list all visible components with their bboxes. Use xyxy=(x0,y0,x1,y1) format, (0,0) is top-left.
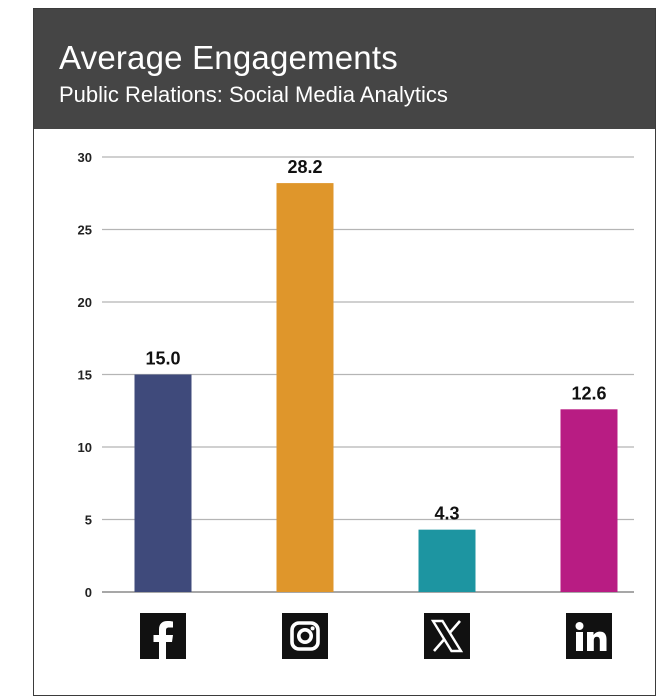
bar-chart: 0 5 10 15 20 25 30 15.0 28.2 4.3 12.6 xyxy=(78,150,634,659)
chart-header: Average Engagements Public Relations: So… xyxy=(34,9,655,129)
linkedin-icon xyxy=(566,613,612,659)
value-label: 28.2 xyxy=(287,157,322,177)
bar-instagram xyxy=(276,183,334,592)
bar-x xyxy=(418,529,476,592)
bar-linkedin xyxy=(560,409,618,592)
bar-facebook xyxy=(134,374,192,592)
chart-title: Average Engagements xyxy=(59,39,398,76)
value-label: 4.3 xyxy=(434,504,459,524)
chart-subtitle: Public Relations: Social Media Analytics xyxy=(59,82,448,107)
y-tick-label: 0 xyxy=(85,585,92,600)
y-tick-label: 30 xyxy=(78,150,92,165)
y-axis-ticks: 0 5 10 15 20 25 30 xyxy=(78,150,92,600)
chart-frame: Average Engagements Public Relations: So… xyxy=(33,8,656,696)
value-label: 15.0 xyxy=(145,349,180,369)
value-labels: 15.0 28.2 4.3 12.6 xyxy=(145,157,606,524)
value-label: 12.6 xyxy=(571,383,606,403)
y-tick-label: 10 xyxy=(78,440,92,455)
y-tick-label: 15 xyxy=(78,368,92,383)
y-tick-label: 25 xyxy=(78,223,92,238)
x-icon xyxy=(424,613,470,659)
facebook-icon xyxy=(140,613,186,659)
instagram-icon xyxy=(282,613,328,659)
y-tick-label: 5 xyxy=(85,513,92,528)
y-tick-label: 20 xyxy=(78,295,92,310)
bars xyxy=(134,183,618,592)
